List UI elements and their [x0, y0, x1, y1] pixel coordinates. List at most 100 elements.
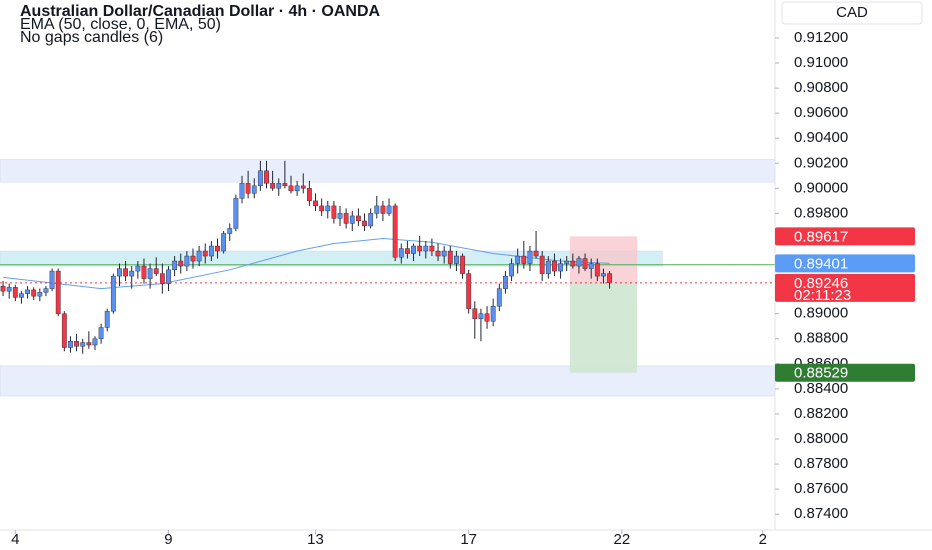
- candle-body: [196, 250, 202, 262]
- candle-body: [233, 198, 239, 229]
- candle-body: [325, 205, 331, 212]
- target-zone: [569, 282, 638, 373]
- price-label: 0.89246: [794, 275, 848, 292]
- candle-body: [331, 205, 337, 219]
- candle-body: [509, 263, 514, 277]
- candle-body: [227, 228, 233, 234]
- y-tick-label: 0.90600: [794, 104, 848, 121]
- candle-body: [405, 248, 410, 254]
- candle-body: [202, 250, 208, 257]
- y-tick-label: 0.90000: [794, 179, 848, 196]
- candle-body: [12, 287, 18, 298]
- candle-body: [552, 260, 557, 272]
- candle-body: [270, 183, 276, 189]
- y-tick-label: 0.87600: [794, 480, 848, 497]
- candle-body: [294, 185, 300, 192]
- candle-body: [239, 183, 245, 199]
- zone: [0, 365, 776, 397]
- candle-body: [521, 255, 527, 264]
- x-tick-label: 13: [307, 531, 324, 548]
- candle-body: [362, 220, 367, 227]
- candle-body: [288, 185, 294, 192]
- candle-body: [545, 260, 551, 274]
- candle-body: [141, 265, 147, 279]
- candle-body: [460, 255, 465, 274]
- candle-body: [496, 288, 502, 307]
- candle-body: [503, 275, 508, 289]
- candle-body: [392, 205, 398, 258]
- candle-body: [564, 260, 570, 264]
- price-label: 0.89401: [794, 255, 848, 272]
- candle-body: [0, 285, 6, 292]
- candle-body: [398, 248, 404, 258]
- candle-body: [319, 205, 325, 212]
- candle-body: [594, 263, 600, 277]
- candle-body: [147, 268, 153, 279]
- candle-body: [300, 185, 306, 189]
- price-label-box: [775, 227, 915, 246]
- candle-body: [478, 313, 484, 319]
- candle-body: [380, 205, 386, 214]
- zone: [0, 250, 663, 267]
- candle-body: [86, 342, 92, 346]
- x-tick-label: 17: [460, 531, 477, 548]
- candle-body: [264, 170, 269, 184]
- price-label-box: [775, 363, 915, 382]
- x-tick-label: 4: [11, 531, 19, 548]
- y-tick-label: 0.88000: [794, 430, 848, 447]
- candle-body: [215, 245, 220, 252]
- price-label: 0.88529: [794, 365, 848, 382]
- candle-body: [441, 250, 447, 257]
- candle-body: [98, 327, 104, 339]
- plot-area: [0, 159, 776, 397]
- candle-body: [588, 263, 594, 269]
- candle-body: [178, 260, 184, 267]
- candle-body: [55, 270, 61, 314]
- candle-body: [251, 185, 257, 194]
- candle-body: [117, 268, 122, 277]
- candle-body: [411, 245, 416, 254]
- candle-body: [190, 255, 196, 262]
- candle-body: [159, 273, 165, 284]
- candle-body: [74, 341, 79, 347]
- candle-body: [454, 255, 459, 264]
- candle-body: [43, 288, 49, 293]
- y-tick-label: 0.87800: [794, 455, 848, 472]
- candle-body: [343, 213, 349, 224]
- candle-body: [129, 270, 135, 277]
- candle-body: [80, 342, 86, 347]
- x-tick-label: 22: [613, 531, 630, 548]
- candle-body: [447, 250, 453, 264]
- candle-body: [92, 338, 98, 346]
- y-tick-label: 0.90200: [794, 154, 848, 171]
- zone: [0, 159, 776, 183]
- candle-body: [282, 183, 288, 187]
- x-tick-label: 9: [164, 531, 172, 548]
- y-tick-label: 0.88200: [794, 405, 848, 422]
- candle-body: [374, 205, 380, 214]
- candle-body: [313, 200, 318, 207]
- y-tick-label: 0.90400: [794, 129, 848, 146]
- candle-body: [570, 260, 576, 267]
- candle-body: [533, 250, 539, 257]
- candle-body: [558, 263, 563, 272]
- candle-body: [257, 170, 263, 187]
- candle-body: [423, 245, 429, 252]
- candle-body: [527, 250, 533, 264]
- currency-box[interactable]: [781, 1, 923, 25]
- candle-body: [484, 313, 490, 322]
- candle-body: [337, 213, 343, 219]
- candle-body: [601, 273, 606, 277]
- price-label-box: [775, 273, 915, 302]
- candle-body: [208, 245, 214, 257]
- y-tick-label: 0.88400: [794, 380, 848, 397]
- candle-body: [306, 188, 312, 202]
- candle-body: [435, 250, 441, 257]
- candle-body: [539, 255, 545, 274]
- countdown: 02:11:23: [794, 287, 851, 304]
- candle-body: [110, 275, 116, 312]
- currency: CAD: [836, 4, 868, 21]
- candle-body: [135, 265, 141, 272]
